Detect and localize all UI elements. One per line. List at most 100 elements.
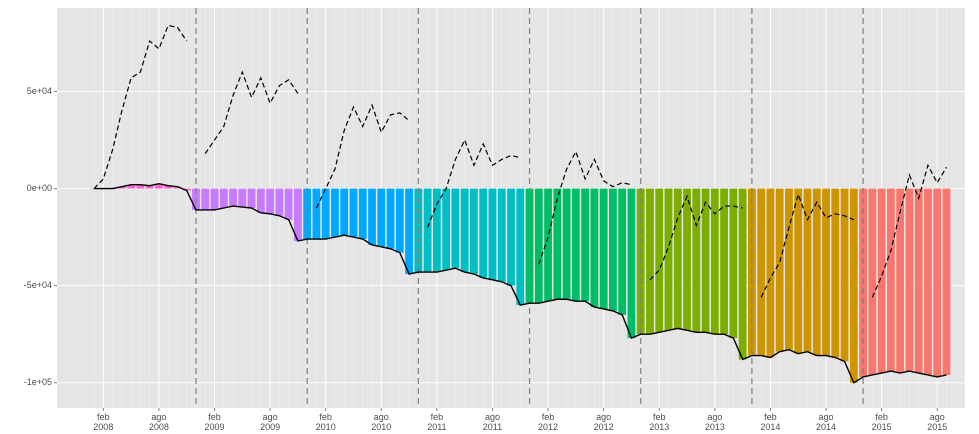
bar — [294, 188, 302, 242]
bar — [349, 188, 358, 238]
dashed-line — [538, 150, 632, 265]
x-tick-label: ago 2014 — [816, 412, 837, 432]
bar — [673, 188, 682, 329]
x-tick-label: ago 2010 — [371, 412, 392, 432]
dashed-line — [871, 163, 947, 298]
bar — [840, 188, 849, 362]
bar — [785, 188, 793, 350]
bar — [507, 188, 515, 286]
x-tick-label: feb 2010 — [315, 412, 336, 432]
bar — [127, 184, 136, 189]
bar — [331, 188, 339, 238]
bar — [479, 188, 488, 278]
x-tick-label: feb 2011 — [427, 412, 447, 432]
bar — [164, 185, 173, 189]
bar — [581, 188, 590, 302]
x-tick-label: ago 2009 — [260, 412, 281, 432]
bar — [117, 186, 126, 189]
bar — [720, 188, 728, 335]
x-tick-label: feb 2008 — [93, 412, 114, 432]
bar — [655, 188, 664, 333]
bar — [812, 188, 821, 356]
bar — [831, 188, 840, 358]
bar — [914, 188, 923, 374]
bar — [775, 188, 784, 352]
dashed-line — [649, 194, 743, 281]
bar — [182, 188, 191, 191]
bar — [942, 188, 951, 375]
bar — [924, 188, 932, 375]
bar — [794, 188, 803, 354]
bar — [386, 188, 395, 249]
dashed-line — [93, 24, 188, 189]
bar — [664, 188, 673, 331]
x-tick-label: ago 2011 — [482, 412, 503, 432]
bar — [395, 188, 404, 253]
bar — [803, 188, 812, 352]
bar — [368, 188, 376, 245]
x-tick-label: feb 2014 — [760, 412, 781, 432]
bar — [266, 188, 274, 214]
x-tick-label: ago 2012 — [593, 412, 614, 432]
bar — [516, 188, 525, 306]
bar — [757, 188, 766, 356]
bar — [534, 188, 543, 304]
solid-line — [94, 183, 947, 384]
dashed-line — [315, 103, 410, 209]
bar — [849, 188, 858, 383]
x-tick-label: feb 2013 — [649, 412, 670, 432]
y-tick-label: 5e+04 — [27, 86, 52, 96]
bar — [247, 188, 256, 208]
bar — [525, 188, 534, 304]
bar — [136, 184, 145, 189]
bar — [377, 188, 386, 247]
bar — [868, 188, 877, 375]
x-tick-label: ago 2015 — [927, 412, 948, 432]
bar — [423, 188, 432, 273]
bar — [321, 188, 330, 240]
bar — [284, 188, 293, 220]
y-tick-label: 0e+00 — [27, 183, 52, 193]
x-tick-label: ago 2008 — [148, 412, 169, 432]
bar — [683, 188, 691, 331]
bar — [544, 188, 552, 302]
bar — [90, 188, 98, 190]
bar — [312, 188, 321, 240]
bar — [896, 188, 905, 374]
bar — [145, 185, 154, 189]
bar — [451, 188, 460, 269]
bar — [358, 188, 367, 240]
bar — [710, 188, 719, 335]
bar — [432, 188, 441, 273]
bar — [822, 188, 830, 356]
x-tick-label: feb 2012 — [538, 412, 559, 432]
bar — [256, 188, 265, 213]
bar — [729, 188, 738, 339]
bar — [738, 188, 747, 360]
bar — [766, 188, 775, 358]
bar — [692, 188, 701, 333]
bar — [571, 188, 580, 302]
bar — [905, 188, 914, 372]
bar — [470, 188, 478, 275]
bar — [275, 188, 284, 216]
y-tick-label: -5e+04 — [24, 280, 52, 290]
dashed-line — [427, 138, 521, 228]
bar — [442, 188, 451, 271]
bar — [219, 188, 228, 208]
bar — [340, 188, 349, 236]
bar — [933, 188, 942, 377]
bar — [609, 188, 617, 311]
bar — [646, 188, 654, 335]
bar — [627, 188, 636, 339]
bar — [886, 188, 895, 372]
y-tick-label: -1e+05 — [24, 377, 52, 387]
bar — [553, 188, 562, 300]
bar — [229, 188, 237, 207]
x-tick-label: feb 2015 — [871, 412, 892, 432]
bar — [488, 188, 497, 280]
bar — [210, 188, 219, 210]
bar — [460, 188, 469, 273]
